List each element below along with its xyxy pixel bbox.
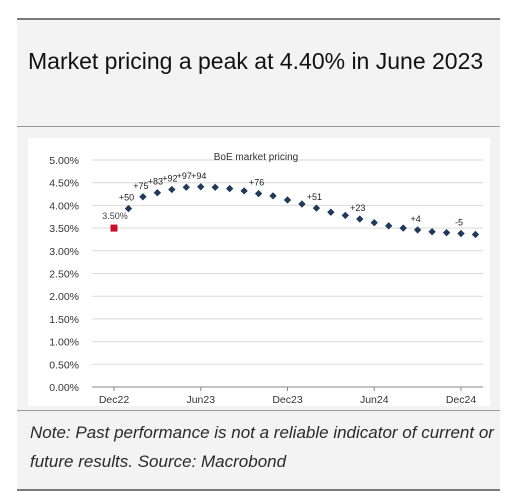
pricing-point	[471, 230, 480, 239]
note-divider	[17, 410, 500, 411]
y-tick-label: 0.50%	[49, 359, 79, 371]
pricing-annotation: +23	[350, 203, 365, 213]
pricing-point	[356, 215, 364, 223]
pricing-annotation: +94	[191, 171, 206, 181]
bottom-rule	[17, 489, 500, 491]
chart-area: 5.00% 4.50% 4.00% 3.50% 3.00% 2.50% 2.00% 1.50%…	[28, 138, 490, 406]
source-note: Note: Past performance is not a reliable…	[30, 423, 494, 471]
current-rate-point	[110, 224, 118, 232]
pricing-point	[139, 193, 147, 201]
title-divider	[17, 126, 500, 127]
pricing-point	[211, 183, 219, 191]
y-tick-label: 1.50%	[49, 314, 79, 326]
pricing-point	[341, 211, 350, 220]
pricing-point	[225, 184, 234, 193]
y-tick-label: 4.50%	[49, 178, 79, 190]
pricing-point	[182, 183, 190, 191]
pricing-point	[457, 229, 465, 238]
pricing-point	[413, 226, 422, 234]
pricing-annotation: +75	[133, 181, 148, 191]
pricing-annotation: +50	[119, 193, 134, 203]
pricing-point	[254, 189, 263, 198]
pricing-point	[385, 222, 393, 230]
pricing-point	[283, 196, 292, 204]
series-label: BoE market pricing	[214, 152, 298, 163]
y-tick-label: 2.00%	[49, 291, 79, 303]
x-tick-label: Dec24	[446, 394, 477, 406]
pricing-point	[153, 189, 162, 197]
pricing-point	[370, 218, 378, 227]
pricing-point	[168, 185, 176, 194]
y-tick-label: 5.00%	[49, 155, 79, 167]
x-tick-label: Dec22	[99, 394, 130, 406]
y-tick-label: 3.50%	[49, 223, 79, 235]
pricing-annotation: +4	[410, 214, 420, 224]
pricing-annotation: -5	[455, 218, 463, 228]
y-tick-label: 4.00%	[49, 200, 79, 212]
pricing-annotation: +97	[177, 171, 192, 181]
top-rule	[17, 18, 500, 20]
pricing-point	[197, 183, 205, 191]
pricing-annotation: +83	[148, 177, 163, 187]
y-tick-label: 0.00%	[49, 382, 79, 394]
x-tick-label: Jun23	[186, 394, 215, 406]
pricing-point	[298, 200, 306, 208]
y-tick-label: 1.00%	[49, 337, 79, 349]
current-rate-label: 3.50%	[102, 211, 128, 221]
chart-svg: 5.00% 4.50% 4.00% 3.50% 3.00% 2.50% 2.00% 1.50%…	[49, 152, 483, 406]
pricing-point	[269, 192, 277, 200]
chart-title: Market pricing a peak at 4.40% in June 2…	[28, 48, 484, 74]
pricing-point	[428, 228, 436, 236]
pricing-annotation: +76	[249, 178, 264, 188]
pricing-point	[399, 224, 407, 232]
pricing-annotation: +51	[307, 192, 322, 202]
y-tick-label: 3.00%	[49, 246, 79, 258]
pricing-point	[327, 208, 335, 216]
pricing-point	[442, 228, 451, 237]
pricing-point	[240, 187, 248, 195]
y-tick-label: 2.50%	[49, 269, 79, 281]
pricing-annotation: +92	[162, 174, 177, 184]
x-tick-label: Dec23	[272, 394, 303, 406]
x-tick-label: Jun24	[360, 394, 389, 406]
